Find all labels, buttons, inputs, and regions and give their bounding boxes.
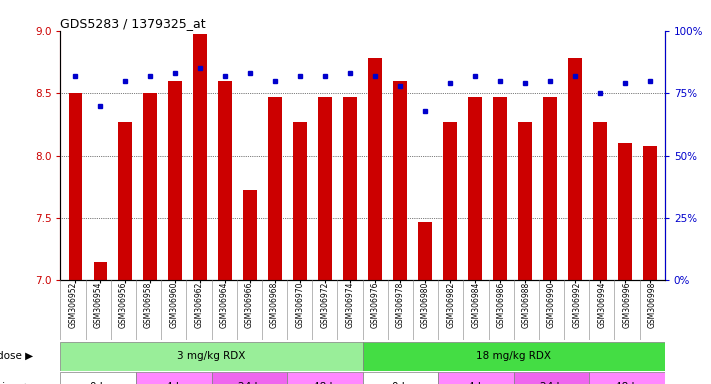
Bar: [60, 372, 136, 384]
Bar: [368, 58, 382, 280]
Text: 24 h: 24 h: [540, 382, 563, 384]
Text: GSM306982: GSM306982: [447, 281, 455, 328]
Text: GSM306998: GSM306998: [648, 281, 657, 328]
Bar: [218, 81, 232, 280]
Text: 24 h: 24 h: [237, 382, 261, 384]
Bar: [543, 97, 557, 280]
Bar: [618, 143, 631, 280]
Bar: [94, 262, 107, 280]
Text: dose ▶: dose ▶: [0, 351, 33, 361]
Text: 48 h: 48 h: [616, 382, 638, 384]
Bar: [319, 97, 332, 280]
Text: GDS5283 / 1379325_at: GDS5283 / 1379325_at: [60, 17, 206, 30]
Text: GSM306958: GSM306958: [144, 281, 153, 328]
Bar: [294, 122, 307, 280]
Text: GSM306988: GSM306988: [522, 281, 531, 328]
Bar: [212, 372, 287, 384]
Bar: [68, 93, 82, 280]
Text: 3 mg/kg RDX: 3 mg/kg RDX: [177, 351, 246, 361]
Text: GSM306994: GSM306994: [597, 281, 606, 328]
Bar: [593, 122, 606, 280]
Bar: [363, 372, 438, 384]
Bar: [438, 372, 514, 384]
Text: GSM306980: GSM306980: [421, 281, 430, 328]
Text: GSM306954: GSM306954: [94, 281, 102, 328]
Bar: [518, 122, 532, 280]
Bar: [136, 372, 212, 384]
Text: GSM306996: GSM306996: [623, 281, 631, 328]
Bar: [193, 35, 207, 280]
Text: 0 h: 0 h: [90, 382, 107, 384]
Text: GSM306956: GSM306956: [119, 281, 128, 328]
Bar: [514, 372, 589, 384]
Bar: [589, 372, 665, 384]
Bar: [268, 97, 282, 280]
Text: GSM306960: GSM306960: [169, 281, 178, 328]
Bar: [568, 58, 582, 280]
Bar: [144, 93, 157, 280]
Text: GSM306970: GSM306970: [295, 281, 304, 328]
Bar: [119, 122, 132, 280]
Text: 4 h: 4 h: [166, 382, 182, 384]
Bar: [418, 222, 432, 280]
Text: GSM306974: GSM306974: [346, 281, 355, 328]
Bar: [60, 342, 363, 371]
Text: GSM306964: GSM306964: [220, 281, 229, 328]
Bar: [393, 81, 407, 280]
Bar: [287, 372, 363, 384]
Text: GSM306968: GSM306968: [270, 281, 279, 328]
Bar: [443, 122, 457, 280]
Bar: [643, 146, 657, 280]
Bar: [343, 97, 357, 280]
Bar: [493, 97, 507, 280]
Text: 0 h: 0 h: [392, 382, 409, 384]
Text: GSM306984: GSM306984: [471, 281, 481, 328]
Text: GSM306952: GSM306952: [68, 281, 77, 328]
Text: 18 mg/kg RDX: 18 mg/kg RDX: [476, 351, 551, 361]
Text: GSM306962: GSM306962: [194, 281, 203, 328]
Bar: [468, 97, 482, 280]
Text: GSM306972: GSM306972: [321, 281, 329, 328]
Text: 4 h: 4 h: [468, 382, 484, 384]
Text: GSM306978: GSM306978: [396, 281, 405, 328]
Bar: [243, 190, 257, 280]
Text: 48 h: 48 h: [314, 382, 336, 384]
Text: GSM306990: GSM306990: [547, 281, 556, 328]
Text: time ▶: time ▶: [0, 382, 33, 384]
Text: GSM306966: GSM306966: [245, 281, 254, 328]
Bar: [169, 81, 182, 280]
Text: GSM306986: GSM306986: [496, 281, 506, 328]
Text: GSM306992: GSM306992: [572, 281, 581, 328]
Bar: [363, 342, 665, 371]
Text: GSM306976: GSM306976: [370, 281, 380, 328]
